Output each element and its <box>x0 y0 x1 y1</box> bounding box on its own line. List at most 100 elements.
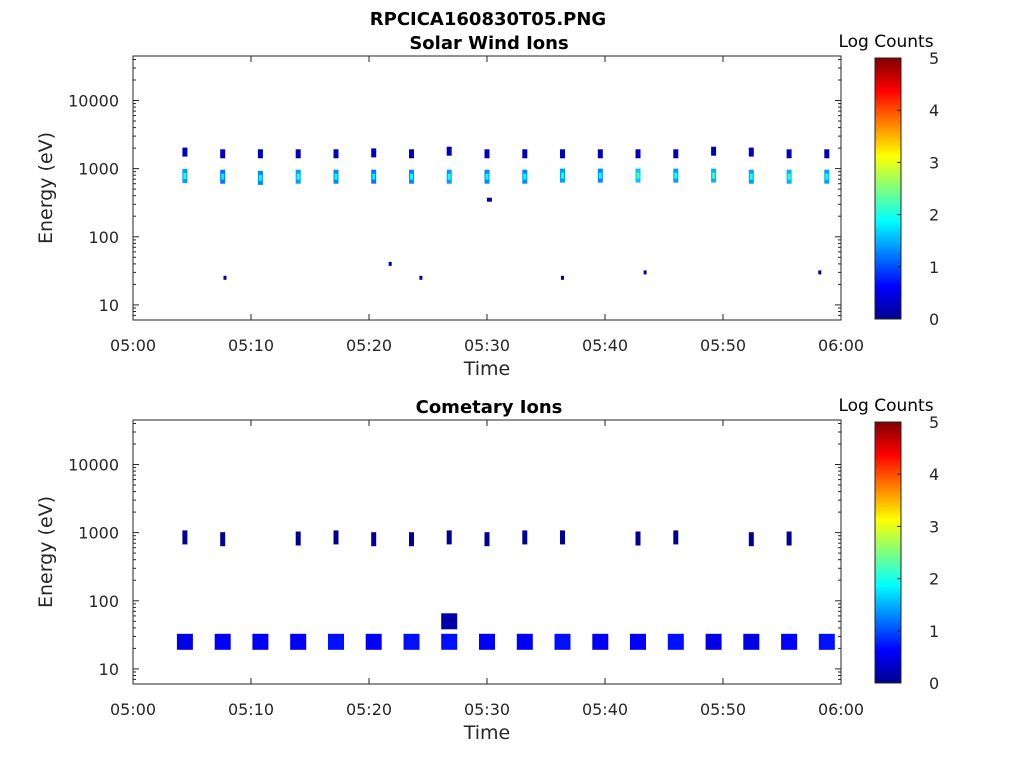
data-cell <box>818 633 835 650</box>
data-cell <box>781 633 798 650</box>
data-cell <box>182 147 188 157</box>
x-tick-label: 05:30 <box>464 700 510 719</box>
data-cell-core <box>334 173 338 180</box>
colorbar-tick-label: 4 <box>929 465 939 484</box>
x-tick-label: 05:10 <box>228 336 274 355</box>
y-tick-label: 100 <box>88 592 119 611</box>
data-cell-core <box>258 174 262 181</box>
data-cell-core <box>825 173 829 180</box>
data-cell <box>328 633 344 650</box>
data-cell <box>635 531 641 546</box>
x-tick-label: 05:50 <box>700 336 746 355</box>
x-axis-label: Time <box>463 722 511 744</box>
data-cell <box>786 149 792 159</box>
data-cell <box>333 149 339 159</box>
data-cell-core <box>523 173 527 180</box>
data-cell <box>786 531 792 546</box>
data-cell <box>290 633 307 650</box>
data-cell-core <box>372 173 376 180</box>
colorbar <box>874 57 902 320</box>
colorbar-tick-label: 1 <box>929 622 939 641</box>
y-tick-label: 1000 <box>78 160 119 179</box>
data-cell <box>592 633 609 650</box>
y-tick-label: 1000 <box>78 524 119 543</box>
colorbar-tick-label: 2 <box>929 206 939 225</box>
colorbar-label: Log Counts <box>838 32 933 52</box>
data-cell <box>560 149 565 159</box>
data-cell-core <box>712 172 716 179</box>
x-tick-label: 05:20 <box>346 700 392 719</box>
data-cell <box>409 532 414 547</box>
data-cell <box>516 633 533 650</box>
colorbar-tick-label: 4 <box>929 101 939 120</box>
x-tick-label: 05:40 <box>582 336 628 355</box>
y-tick-label: 10000 <box>68 92 119 111</box>
x-tick-label: 05:10 <box>228 700 274 719</box>
data-cell-core <box>296 173 300 180</box>
data-cell <box>371 532 377 547</box>
data-cell <box>597 149 603 159</box>
data-cell <box>748 532 754 547</box>
y-tick-label: 100 <box>88 228 119 247</box>
data-cell <box>743 633 760 650</box>
data-cell <box>223 275 227 280</box>
data-cell <box>479 633 495 650</box>
data-cell <box>667 633 684 650</box>
data-cell <box>403 633 420 650</box>
y-tick-label: 10 <box>99 296 119 315</box>
data-cell <box>818 270 822 275</box>
x-tick-label: 05:50 <box>700 700 746 719</box>
data-cell-core <box>183 173 187 179</box>
colorbar-tick-label: 2 <box>929 570 939 589</box>
x-tick-label: 05:00 <box>110 336 156 355</box>
x-tick-label: 05:20 <box>346 336 392 355</box>
colorbar-tick-label: 3 <box>929 517 939 536</box>
data-cell <box>365 633 382 650</box>
data-cell <box>486 197 492 202</box>
panel-title: Solar Wind Ions <box>409 33 568 54</box>
data-cell <box>182 530 188 545</box>
data-cell <box>711 146 717 156</box>
y-tick-label: 10 <box>99 660 119 679</box>
data-cell-core <box>447 173 451 180</box>
colorbar-label: Log Counts <box>838 396 933 416</box>
colorbar-tick-label: 5 <box>929 413 939 432</box>
plot-frame <box>132 55 842 321</box>
data-cell <box>333 530 339 545</box>
data-cell <box>705 633 722 650</box>
data-cell <box>446 530 452 545</box>
data-cell <box>441 633 458 650</box>
data-cell <box>748 147 754 157</box>
colorbar-tick-label: 0 <box>929 310 939 329</box>
data-cell-core <box>598 172 602 179</box>
data-cell <box>561 275 564 280</box>
x-tick-label: 05:40 <box>582 700 628 719</box>
data-cell <box>484 532 490 547</box>
colorbar-tick-label: 5 <box>929 49 939 68</box>
data-cell <box>388 261 392 266</box>
data-cell <box>220 532 226 547</box>
data-cell <box>635 149 641 159</box>
data-cell <box>522 149 528 159</box>
data-cell-core <box>410 173 413 180</box>
data-cell <box>673 149 679 159</box>
data-cell <box>252 633 269 650</box>
data-cell <box>441 613 458 630</box>
data-cell <box>220 149 226 159</box>
colorbar-tick-label: 1 <box>929 258 939 277</box>
colorbar-tick-label: 3 <box>929 153 939 172</box>
y-axis-label: Energy (eV) <box>35 132 57 244</box>
data-cell <box>176 633 193 650</box>
data-cell <box>484 149 490 159</box>
data-cell <box>371 148 377 158</box>
data-cell <box>257 149 263 159</box>
y-tick-label: 10000 <box>68 456 119 475</box>
data-cell <box>419 275 423 280</box>
data-cell <box>409 149 414 159</box>
x-tick-label: 06:00 <box>818 700 864 719</box>
panel-title: Cometary Ions <box>416 397 563 418</box>
data-cell <box>295 531 301 546</box>
